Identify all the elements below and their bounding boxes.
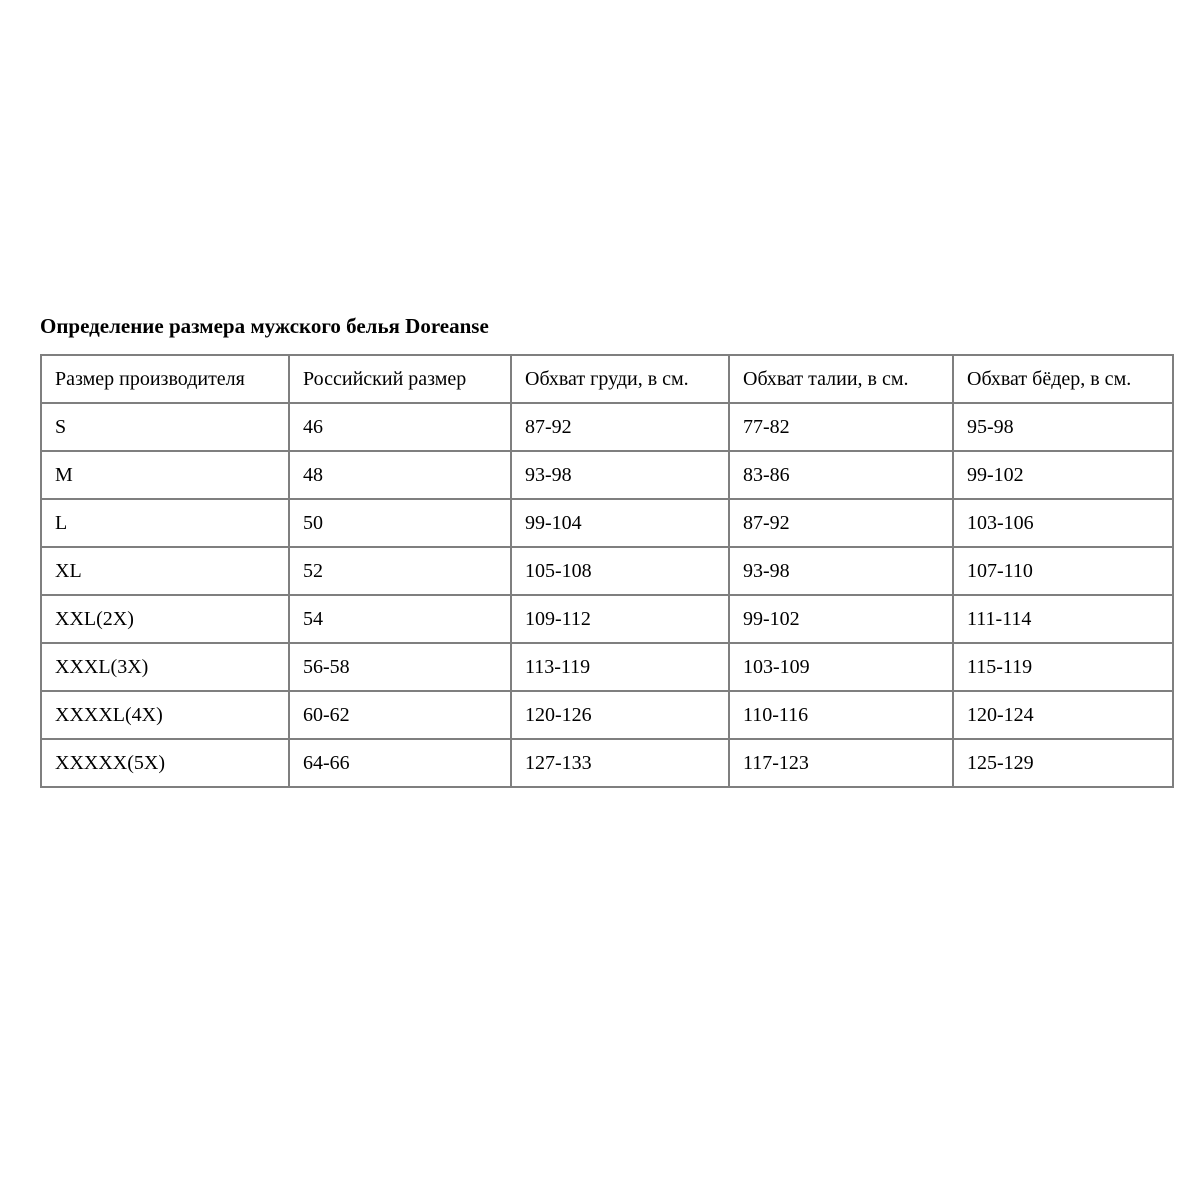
table-cell: 127-133	[510, 738, 730, 788]
size-table-body: S 46 87-92 77-82 95-98 M 48 93-98 83-86 99-102 L 50…	[40, 402, 1174, 788]
table-row: XL 52 105-108 93-98 107-110	[40, 546, 1174, 596]
table-cell: XXXXL(4X)	[40, 690, 290, 740]
page-title: Определение размера мужского белья Dorea…	[40, 314, 489, 339]
table-cell: 46	[288, 402, 512, 452]
size-table: Размер производителя Российский размер Обх…	[40, 354, 1174, 788]
table-cell: 56-58	[288, 642, 512, 692]
header-row: Размер производителя Российский размер Обх…	[40, 354, 1174, 404]
table-cell: 99-104	[510, 498, 730, 548]
table-cell: S	[40, 402, 290, 452]
table-cell: XXL(2X)	[40, 594, 290, 644]
table-row: S 46 87-92 77-82 95-98	[40, 402, 1174, 452]
column-header-1: Российский размер	[288, 354, 512, 404]
column-header-4: Обхват бёдер, в см.	[952, 354, 1174, 404]
table-row: XXXL(3X) 56-58 113-119 103-109 115-119	[40, 642, 1174, 692]
table-cell: 54	[288, 594, 512, 644]
column-header-0: Размер производителя	[40, 354, 290, 404]
column-header-3: Обхват талии, в см.	[728, 354, 954, 404]
table-cell: 64-66	[288, 738, 512, 788]
table-cell: 115-119	[952, 642, 1174, 692]
column-header-2: Обхват груди, в см.	[510, 354, 730, 404]
table-cell: 117-123	[728, 738, 954, 788]
table-cell: M	[40, 450, 290, 500]
table-row: XXXXX(5X) 64-66 127-133 117-123 125-129	[40, 738, 1174, 788]
table-row: XXXXL(4X) 60-62 120-126 110-116 120-124	[40, 690, 1174, 740]
table-cell: 109-112	[510, 594, 730, 644]
table-cell: 113-119	[510, 642, 730, 692]
table-row: M 48 93-98 83-86 99-102	[40, 450, 1174, 500]
table-cell: 103-109	[728, 642, 954, 692]
table-cell: 60-62	[288, 690, 512, 740]
table-cell: 52	[288, 546, 512, 596]
table-cell: 110-116	[728, 690, 954, 740]
table-cell: 50	[288, 498, 512, 548]
table-cell: 48	[288, 450, 512, 500]
table-cell: 99-102	[952, 450, 1174, 500]
table-cell: 125-129	[952, 738, 1174, 788]
table-cell: XXXXX(5X)	[40, 738, 290, 788]
table-cell: 95-98	[952, 402, 1174, 452]
table-cell: 93-98	[510, 450, 730, 500]
table-cell: 87-92	[728, 498, 954, 548]
table-row: L 50 99-104 87-92 103-106	[40, 498, 1174, 548]
table-cell: 103-106	[952, 498, 1174, 548]
table-cell: XXXL(3X)	[40, 642, 290, 692]
table-cell: 105-108	[510, 546, 730, 596]
size-table-head: Размер производителя Российский размер Обх…	[40, 354, 1174, 404]
table-cell: L	[40, 498, 290, 548]
table-cell: 77-82	[728, 402, 954, 452]
table-cell: 120-124	[952, 690, 1174, 740]
table-cell: 120-126	[510, 690, 730, 740]
table-cell: XL	[40, 546, 290, 596]
table-cell: 111-114	[952, 594, 1174, 644]
table-cell: 87-92	[510, 402, 730, 452]
table-cell: 99-102	[728, 594, 954, 644]
table-cell: 83-86	[728, 450, 954, 500]
table-cell: 93-98	[728, 546, 954, 596]
table-row: XXL(2X) 54 109-112 99-102 111-114	[40, 594, 1174, 644]
table-cell: 107-110	[952, 546, 1174, 596]
